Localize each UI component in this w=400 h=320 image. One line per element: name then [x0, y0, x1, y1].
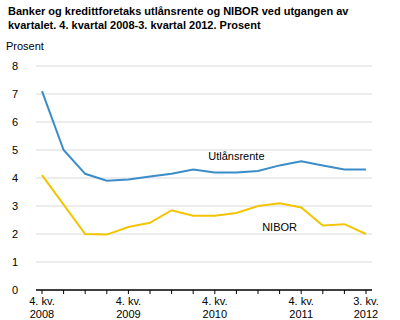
series-label: NIBOR — [262, 221, 297, 233]
x-tick — [322, 290, 323, 294]
x-tick — [258, 290, 259, 294]
x-tick — [42, 290, 43, 294]
x-tick — [150, 290, 151, 294]
x-tick-label: 4. kv.2011 — [288, 295, 313, 320]
grid-line — [36, 94, 372, 95]
x-tick — [344, 290, 345, 294]
y-tick-label: 2 — [12, 228, 18, 240]
x-tick-label-line: 2012 — [354, 308, 378, 320]
y-tick-label: 1 — [12, 256, 18, 268]
x-axis — [36, 290, 372, 291]
series-line — [42, 91, 366, 181]
grid-line — [36, 262, 372, 263]
grid-line — [36, 150, 372, 151]
x-tick-label-line: 4. kv. — [29, 295, 54, 307]
x-tick — [366, 290, 367, 294]
x-tick — [214, 290, 215, 294]
series-label: Utlånsrente — [208, 150, 264, 162]
x-tick-label-line: 2009 — [116, 308, 140, 320]
grid-line — [36, 206, 372, 207]
grid-line — [36, 178, 372, 179]
grid-line — [36, 122, 372, 123]
y-tick-label: 5 — [12, 144, 18, 156]
y-tick-label: 8 — [12, 60, 18, 72]
x-tick — [171, 290, 172, 294]
x-tick — [85, 290, 86, 294]
x-tick — [236, 290, 237, 294]
y-tick-label: 3 — [12, 200, 18, 212]
x-tick-label-line: 2008 — [30, 308, 54, 320]
x-tick — [193, 290, 194, 294]
x-tick-label-line: 2010 — [203, 308, 227, 320]
x-tick-label: 3. kv.2012 — [353, 295, 378, 320]
x-tick — [128, 290, 129, 294]
chart: Banker og kredittforetaks utlånsrente og… — [0, 0, 400, 320]
y-tick-label: 6 — [12, 116, 18, 128]
x-tick-label: 4. kv.2009 — [116, 295, 141, 320]
title-line: Banker og kredittforetaks utlånsrente og… — [8, 5, 349, 17]
x-tick-label-line: 2011 — [289, 308, 313, 320]
title: Banker og kredittforetaks utlånsrente og… — [8, 5, 349, 31]
x-tick-label: 4. kv.2008 — [29, 295, 54, 320]
axis-line — [36, 290, 372, 291]
y-tick-label: 0 — [12, 284, 18, 296]
x-tick — [279, 290, 280, 294]
x-tick-label-line: 4. kv. — [202, 295, 227, 307]
x-tick-label-line: 3. kv. — [353, 295, 378, 307]
x-tick — [301, 290, 302, 294]
y-tick-label: 7 — [12, 88, 18, 100]
y-tick-label: 4 — [12, 172, 18, 184]
series-line — [42, 175, 366, 234]
plot-area — [42, 91, 366, 234]
x-tick-label-line: 4. kv. — [288, 295, 313, 307]
y-label: Prosent — [6, 40, 44, 52]
x-tick — [63, 290, 64, 294]
x-tick — [106, 290, 107, 294]
grid-line — [36, 66, 372, 67]
title-line: kvartalet. 4. kvartal 2008-3. kvartal 20… — [8, 19, 261, 31]
x-tick-label: 4. kv.2010 — [202, 295, 227, 320]
x-tick-label-line: 4. kv. — [116, 295, 141, 307]
